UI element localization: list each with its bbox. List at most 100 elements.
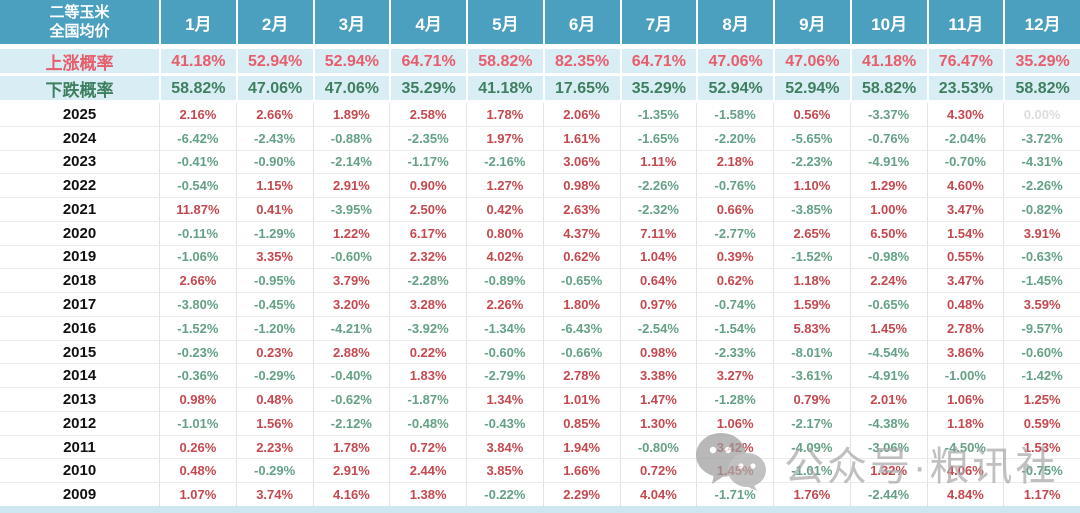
fall-value: 52.94% [696,76,773,101]
year-label: 2013 [62,391,97,409]
rise-value: 64.71% [389,49,466,74]
year-label: 2012 [62,414,97,432]
month-value: 4.37% [542,221,620,245]
month-value: -4.50% [926,435,1004,459]
rise-value: 41.18% [849,49,927,74]
month-value: -1.58% [696,103,773,126]
month-value: -3.92% [389,316,466,340]
month-value: -2.35% [389,126,466,150]
month-value: 2.32% [389,245,466,269]
month-value: 1.29% [849,174,927,198]
month-value: -1.01% [773,459,850,483]
month-header: 4月 [389,0,466,44]
month-value: -4.21% [312,316,390,340]
month-value: 2.58% [389,103,466,126]
month-value: -1.35% [619,103,697,126]
month-value: 2.01% [849,388,927,411]
month-value: -0.88% [312,126,390,150]
month-value: 1.18% [926,411,1004,435]
month-value: -4.38% [849,411,927,435]
month-value: 0.41% [235,198,313,221]
month-value: -4.54% [849,340,927,364]
month-header: 6月 [542,0,620,44]
month-value: -0.76% [696,174,773,198]
month-value: -1.42% [1003,364,1080,388]
month-value: 6.50% [849,221,927,245]
month-value: 2.26% [466,293,543,316]
month-value: 0.22% [389,340,466,364]
month-value: -1.87% [389,388,466,411]
month-value: -0.48% [389,411,466,435]
month-value: 4.16% [312,483,390,507]
month-value: -3.06% [849,435,927,459]
month-value: -0.60% [1003,340,1080,364]
rise-label: 上涨概率 [45,54,114,73]
band-gap-1 [0,73,1080,76]
month-header: 8月 [696,0,773,44]
month-value: -2.79% [466,364,543,388]
month-value: 0.80% [466,221,543,245]
month-value: -1.45% [1003,269,1080,293]
month-value: 1.07% [159,483,236,507]
month-value: -3.80% [159,293,236,316]
table-row: 2010 0.48% -0.29% 2.91% 2.44% 3.85% 1.66% 0.72%… [0,459,1080,484]
month-value: -2.14% [312,150,390,174]
fall-value: 58.82% [159,76,236,101]
table-row: 2018 2.66% -0.95% 3.79% -2.28% -0.89% -0.65% 0.… [0,269,1080,294]
month-value: 2.29% [542,483,620,507]
month-value: -2.32% [619,198,697,221]
rise-value: 47.06% [696,49,773,74]
month-value: 3.74% [235,483,313,507]
month-value: 0.66% [696,198,773,221]
month-value: 4.02% [466,245,543,269]
month-value: -1.06% [159,245,236,269]
rise-value: 58.82% [466,49,543,74]
month-value: -0.65% [849,293,927,316]
year-label: 2020 [62,224,97,242]
month-value: 3.47% [926,269,1004,293]
month-value: 2.44% [389,459,466,483]
month-value: 1.59% [773,293,850,316]
month-value: 1.34% [466,388,543,411]
month-value: -9.57% [1003,316,1080,340]
fall-value: 52.94% [773,76,850,101]
month-value: 1.00% [849,198,927,221]
table-row: 2023 -0.41% -0.90% -2.14% -1.17% -2.16% 3.06% 1… [0,150,1080,175]
month-value: 0.48% [926,293,1004,316]
month-value: 3.35% [235,245,313,269]
month-header: 1月 [159,0,236,44]
month-value: 0.62% [542,245,620,269]
table-row: 2021 11.87% 0.41% -3.95% 2.50% 0.42% 2.63% -2.3… [0,198,1080,222]
year-label: 2019 [62,248,97,266]
year-label: 2024 [62,129,97,147]
month-value: 0.48% [159,459,236,483]
month-value: -0.11% [159,221,236,245]
month-value: -0.89% [466,269,543,293]
month-value: -4.09% [773,435,850,459]
table-row: 2016 -1.52% -1.20% -4.21% -3.92% -1.34% -6.43%… [0,316,1080,341]
month-value: 3.47% [926,198,1004,221]
month-value: 3.06% [542,150,620,174]
month-header: 5月 [466,0,543,44]
month-value: 1.11% [619,150,697,174]
month-value: -2.33% [696,340,773,364]
month-value: 1.32% [849,459,927,483]
month-value: 1.78% [466,103,543,126]
table-row: 2019 -1.06% 3.35% -0.60% 2.32% 4.02% 0.62% 1.04… [0,245,1080,270]
month-value: 1.53% [1003,435,1080,459]
rise-value: 47.06% [773,49,850,74]
year-label: 2022 [62,177,97,195]
table-row: 2024 -6.42% -2.43% -0.88% -2.35% 1.97% 1.61% -1… [0,126,1080,151]
month-value: -0.63% [1003,245,1080,269]
month-value: 4.60% [926,174,1004,198]
month-value: -0.36% [159,364,236,388]
rise-probability-row: 上涨概率 41.18% 52.94% 52.94% 64.71% 58.82% 82.35%… [0,49,1080,74]
month-value: -3.72% [1003,126,1080,150]
month-value: -0.98% [849,245,927,269]
month-value: 0.62% [696,269,773,293]
month-value: -0.82% [1003,198,1080,221]
rise-value: 52.94% [235,49,313,74]
month-value: 1.94% [542,435,620,459]
month-value: 1.04% [619,245,697,269]
year-label: 2017 [62,296,97,313]
